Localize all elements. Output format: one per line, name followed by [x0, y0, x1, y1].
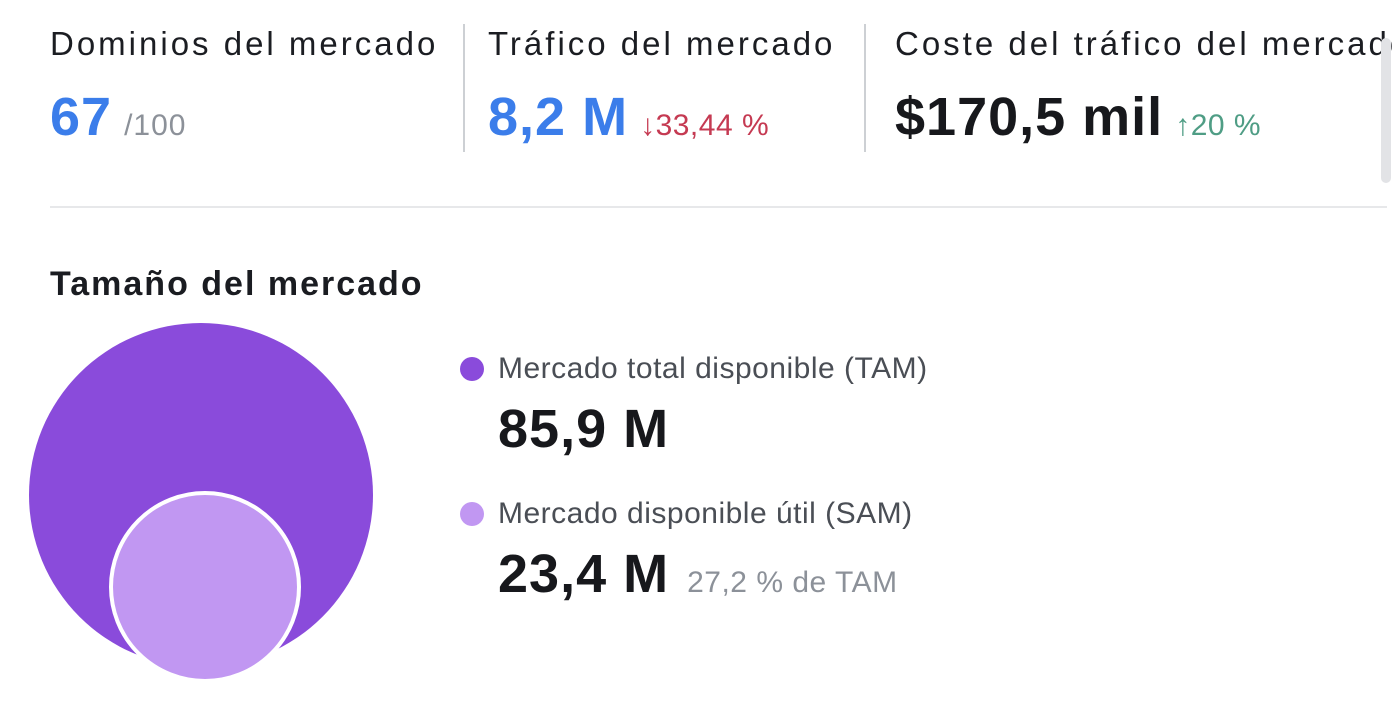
legend-item-sam: Mercado disponible útil (SAM) 23,4 M 27,… — [460, 497, 928, 604]
metric-value: 67 — [50, 87, 113, 147]
tam-sam-bubble-chart — [29, 323, 373, 683]
metric-title: Coste del tráfico del mercado — [895, 25, 1392, 62]
metric-change-value: 20 % — [1190, 109, 1262, 142]
vertical-divider — [864, 24, 866, 152]
sam-dot-icon — [460, 502, 484, 526]
legend-value: 85,9 M — [498, 399, 670, 459]
metric-change-negative: ↓33,44 % — [640, 109, 769, 143]
arrow-down-icon: ↓ — [640, 109, 656, 142]
metric-card-market-traffic-cost: Coste del tráfico del mercado $170,5 mil… — [866, 24, 1392, 152]
vertical-divider — [463, 24, 465, 152]
scrollbar-thumb[interactable] — [1381, 38, 1391, 183]
metric-value: $170,5 mil — [895, 87, 1164, 147]
metric-change-positive: ↑20 % — [1175, 109, 1261, 143]
market-overview-metrics: Dominios del mercado 67 /100 Tráfico del… — [50, 24, 1392, 152]
metric-value: 8,2 M — [488, 87, 629, 147]
legend-note: 27,2 % de TAM — [687, 566, 898, 599]
sam-circle — [109, 491, 301, 683]
metric-card-market-traffic: Tráfico del mercado 8,2 M ↓33,44 % — [465, 24, 864, 152]
metric-change-value: 33,44 % — [655, 109, 770, 142]
metric-value-suffix: /100 — [124, 109, 187, 142]
metric-card-market-domains: Dominios del mercado 67 /100 — [50, 24, 463, 152]
tam-dot-icon — [460, 357, 484, 381]
legend-label: Mercado total disponible (TAM) — [498, 352, 928, 385]
section-heading: Tamaño del mercado — [50, 265, 424, 303]
section-divider — [50, 206, 1387, 208]
legend-label: Mercado disponible útil (SAM) — [498, 497, 913, 530]
legend-value: 23,4 M — [498, 544, 670, 604]
metric-title: Tráfico del mercado — [488, 25, 836, 62]
bubble-chart-legend: Mercado total disponible (TAM) 85,9 M Me… — [460, 352, 928, 604]
metric-title: Dominios del mercado — [50, 25, 439, 62]
legend-item-tam: Mercado total disponible (TAM) 85,9 M — [460, 352, 928, 459]
arrow-up-icon: ↑ — [1175, 109, 1191, 142]
